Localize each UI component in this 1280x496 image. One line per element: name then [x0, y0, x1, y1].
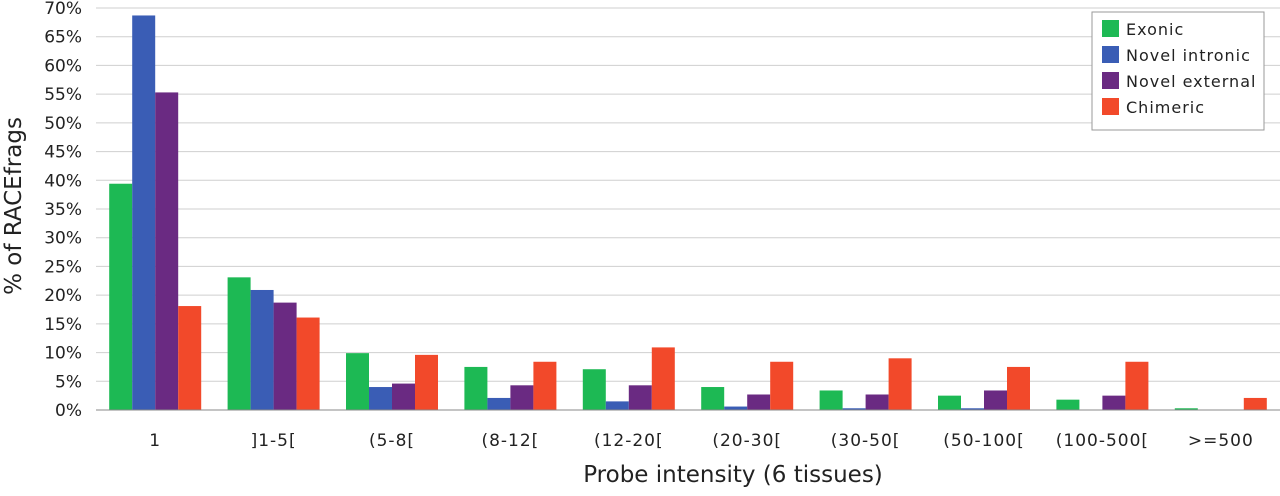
bar: [984, 390, 1007, 410]
x-tick-label: (30-50[: [831, 431, 901, 451]
x-tick-label: (12-20[: [594, 431, 664, 451]
gridlines: [96, 7, 1280, 411]
bar: [1174, 408, 1198, 410]
bar: [109, 183, 133, 410]
x-tick-label: (20-30[: [712, 431, 782, 451]
legend-swatch: [1102, 98, 1119, 115]
y-tick-label: 70%: [44, 0, 82, 19]
bar-series: [109, 15, 1267, 411]
y-tick-label: 5%: [55, 372, 82, 392]
bar: [582, 369, 606, 410]
bar: [747, 394, 771, 410]
bar: [701, 387, 725, 410]
series-chimeric: [178, 306, 1267, 410]
bar: [487, 397, 511, 410]
y-tick-label: 10%: [44, 344, 82, 364]
legend-label: Chimeric: [1126, 98, 1205, 117]
bar: [392, 383, 415, 410]
x-tick-label: (5-8[: [369, 431, 415, 451]
bar: [888, 358, 912, 410]
x-tick-label: (50-100[: [943, 431, 1024, 451]
bar: [178, 306, 202, 410]
bar: [533, 361, 557, 410]
legend-label: Novel external: [1126, 72, 1256, 91]
bar: [132, 15, 156, 410]
y-tick-label: 30%: [44, 229, 82, 249]
bar: [865, 394, 889, 410]
bar: [273, 302, 297, 410]
y-tick-label: 40%: [44, 171, 82, 191]
y-tick-label: 55%: [44, 85, 82, 105]
legend-swatch: [1102, 20, 1119, 37]
bar: [346, 353, 369, 410]
legend-box: [1091, 11, 1265, 131]
bar: [819, 390, 843, 410]
series-novel-intronic: [132, 15, 984, 410]
bar: [628, 385, 652, 410]
x-tick-label: (100-500[: [1056, 431, 1149, 451]
legend-swatch: [1102, 46, 1119, 63]
x-tick-label: >=500: [1188, 431, 1254, 451]
bar: [1243, 397, 1267, 410]
bar: [155, 92, 179, 411]
bar: [724, 406, 748, 410]
legend-label: Exonic: [1126, 20, 1184, 39]
y-tick-label: 45%: [44, 143, 82, 163]
bar: [227, 277, 251, 410]
bar: [1125, 361, 1149, 410]
bar: [651, 347, 675, 410]
y-tick-label: 20%: [44, 286, 82, 306]
bar: [1102, 395, 1126, 410]
bar: [415, 354, 438, 410]
bar: [250, 289, 274, 410]
y-axis-ticks: 0% 5% 10% 15% 20% 25% 30% 35% 40% 45% 50% 55% 60% 65%…: [44, 0, 82, 421]
bar: [961, 408, 984, 410]
x-axis-title: Probe intensity (6 tissues): [583, 462, 883, 488]
bar: [296, 317, 320, 410]
bar: [510, 385, 534, 410]
y-tick-label: 35%: [44, 200, 82, 220]
y-tick-label: 15%: [44, 315, 82, 335]
y-tick-label: 25%: [44, 257, 82, 277]
y-tick-label: 60%: [44, 56, 82, 76]
bar: [605, 401, 629, 410]
bar: [1056, 399, 1080, 410]
legend: Exonic Novel intronic Novel external Chimer…: [1091, 11, 1265, 131]
y-tick-label: 50%: [44, 114, 82, 134]
bar: [770, 361, 794, 410]
legend-label: Novel intronic: [1126, 46, 1251, 65]
x-tick-label: (8-12[: [481, 431, 539, 451]
bar: [369, 387, 392, 410]
y-axis-title: % of RACEfrags: [1, 117, 27, 295]
bar: [1007, 366, 1030, 410]
series-novel-external: [155, 92, 1126, 411]
x-axis-ticks: 1 ]1-5[ (5-8[ (8-12[ (12-20[ (20-30[ (30-50[ (5…: [149, 431, 1254, 451]
series-exonic: [109, 183, 1198, 410]
y-tick-label: 0%: [55, 401, 82, 421]
x-tick-label: 1: [149, 431, 161, 451]
bar: [464, 366, 488, 410]
legend-swatch: [1102, 72, 1119, 89]
bar: [842, 408, 866, 410]
x-tick-label: ]1-5[: [251, 431, 297, 451]
y-tick-label: 65%: [44, 28, 82, 48]
bar: [938, 395, 961, 410]
